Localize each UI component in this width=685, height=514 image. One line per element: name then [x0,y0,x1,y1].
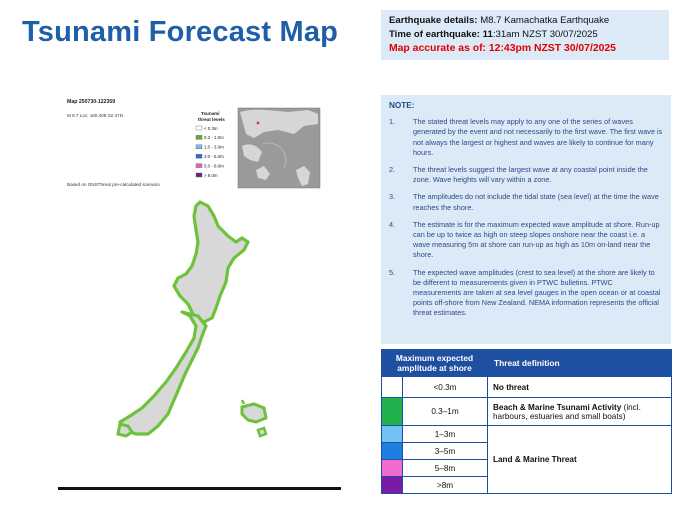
notes-title: NOTE: [389,101,415,110]
color-swatch [381,397,403,426]
note-text: The expected wave amplitudes (crest to s… [413,267,661,318]
note-text: The amplitudes do not include the tidal … [413,192,659,212]
note-text: The estimate is for the maximum expected… [413,219,660,260]
note-number: 4. [389,219,396,229]
table-row: <0.3m No threat [381,376,672,398]
legend-label: 0.3 - 1.0m [204,135,224,140]
epicenter-marker [256,121,260,125]
amplitude-range: 1–3m [402,425,488,443]
threat-definition-text: (incl. harbours, estuaries and small boa… [493,402,641,421]
threat-definition-text: No threat [493,382,529,392]
threat-level-legend: Tsunami threat levels < 0.3m 0.3 - 1.0m 1.… [195,111,225,178]
legend-label: 3.0 - 5.0m [204,154,224,159]
legend-swatch [195,163,203,168]
legend-label: < 0.3m [204,126,218,131]
legend-title-line-2: threat levels [198,117,225,122]
note-number: 3. [389,192,396,202]
note-item: 1. The stated threat levels may apply to … [389,117,663,158]
page-title: Tsunami Forecast Map [22,16,339,48]
amplitude-range: 5–8m [402,459,488,477]
threat-definition: Land & Marine Threat [487,425,672,494]
threat-definition-bold: Beach & Marine Tsunami Activity [493,402,622,412]
map-accurate-as-of: Map accurate as of: 12:43pm NZST 30/07/2… [389,43,616,54]
amplitude-range: 0.3–1m [402,397,488,426]
chatham-islands [240,399,268,438]
north-island [172,200,250,324]
note-text: The threat levels suggest the largest wa… [413,165,648,185]
note-number: 2. [389,165,396,175]
legend-label: 5.0 - 8.0m [204,163,224,168]
legend-swatch [195,144,203,149]
threat-definition: Beach & Marine Tsunami Activity (incl. h… [487,397,672,426]
notes-list: 1. The stated threat levels may apply to … [389,117,663,318]
earthquake-details-line: Earthquake details: M8.7 Kamachatka Eart… [389,14,661,28]
amplitude-header: Maximum expected amplitude at shore [381,349,488,377]
note-number: 1. [389,117,396,127]
earthquake-details-label: Earthquake details: [389,15,478,26]
table-row: 0.3–1m Beach & Marine Tsunami Activity (… [381,397,672,426]
note-text: The stated threat levels may apply to an… [413,117,663,157]
threat-definition-table: Maximum expected amplitude at shore Thre… [381,349,672,494]
threat-definition-text: Land & Marine Threat [493,455,577,464]
note-item: 3. The amplitudes do not include the tida… [389,192,663,212]
table-row: >8m [381,476,672,494]
note-item: 5. The expected wave amplitudes (crest to… [389,268,663,319]
pacific-inset-map [237,107,321,189]
note-item: 2. The threat levels suggest the largest … [389,165,663,185]
color-swatch [381,476,403,494]
legend-swatch [195,125,203,131]
earthquake-time-line: Time of earthquake: 11:31am NZST 30/07/2… [389,28,661,42]
legend-swatch [195,135,203,140]
tsunami-threat-map: Map 250730-122359 M 8.7 Loc: 160.40E 52.… [67,99,321,438]
threat-definition: No threat [487,376,672,398]
earthquake-time-value: :31am NZST 30/07/2025 [492,29,598,40]
earthquake-details-box: Earthquake details: M8.7 Kamachatka Eart… [381,10,669,60]
amplitude-range: >8m [402,476,488,494]
map-based-on: Based on GNSThreat pre-calculated scenar… [67,182,160,187]
map-code: Map 250730-122359 [67,99,115,105]
earthquake-time-label: Time of earthquake: [389,29,480,40]
amplitude-range: 3–5m [402,442,488,460]
amplitude-range: <0.3m [402,376,488,398]
color-swatch [381,459,403,477]
color-swatch [381,425,403,443]
color-swatch [381,442,403,460]
notes-panel: NOTE: 1. The stated threat levels may app… [381,95,671,344]
legend-label: 1.0 - 3.0m [204,145,224,150]
threat-definition-header: Threat definition [487,349,672,377]
table-header-row: Maximum expected amplitude at shore Thre… [381,349,672,377]
stewart-island [116,422,135,438]
legend-swatch [195,153,203,159]
map-parameters: M 8.7 Loc: 160.40E 52.47N [67,113,123,118]
earthquake-details-value: M8.7 Kamachatka Earthquake [480,15,610,26]
legend-title-line-1: Tsunami [201,111,220,116]
note-item: 4. The estimate is for the maximum expect… [389,220,663,261]
table-row: 1–3m Land & Marine Threat [381,425,672,494]
map-divider-line [58,487,341,490]
earthquake-time-hour: 11 [482,29,493,40]
south-island [118,310,208,436]
legend-label: > 8.0m [204,173,218,178]
note-number: 5. [389,267,396,277]
color-swatch [381,376,403,398]
legend-swatch [195,172,203,178]
